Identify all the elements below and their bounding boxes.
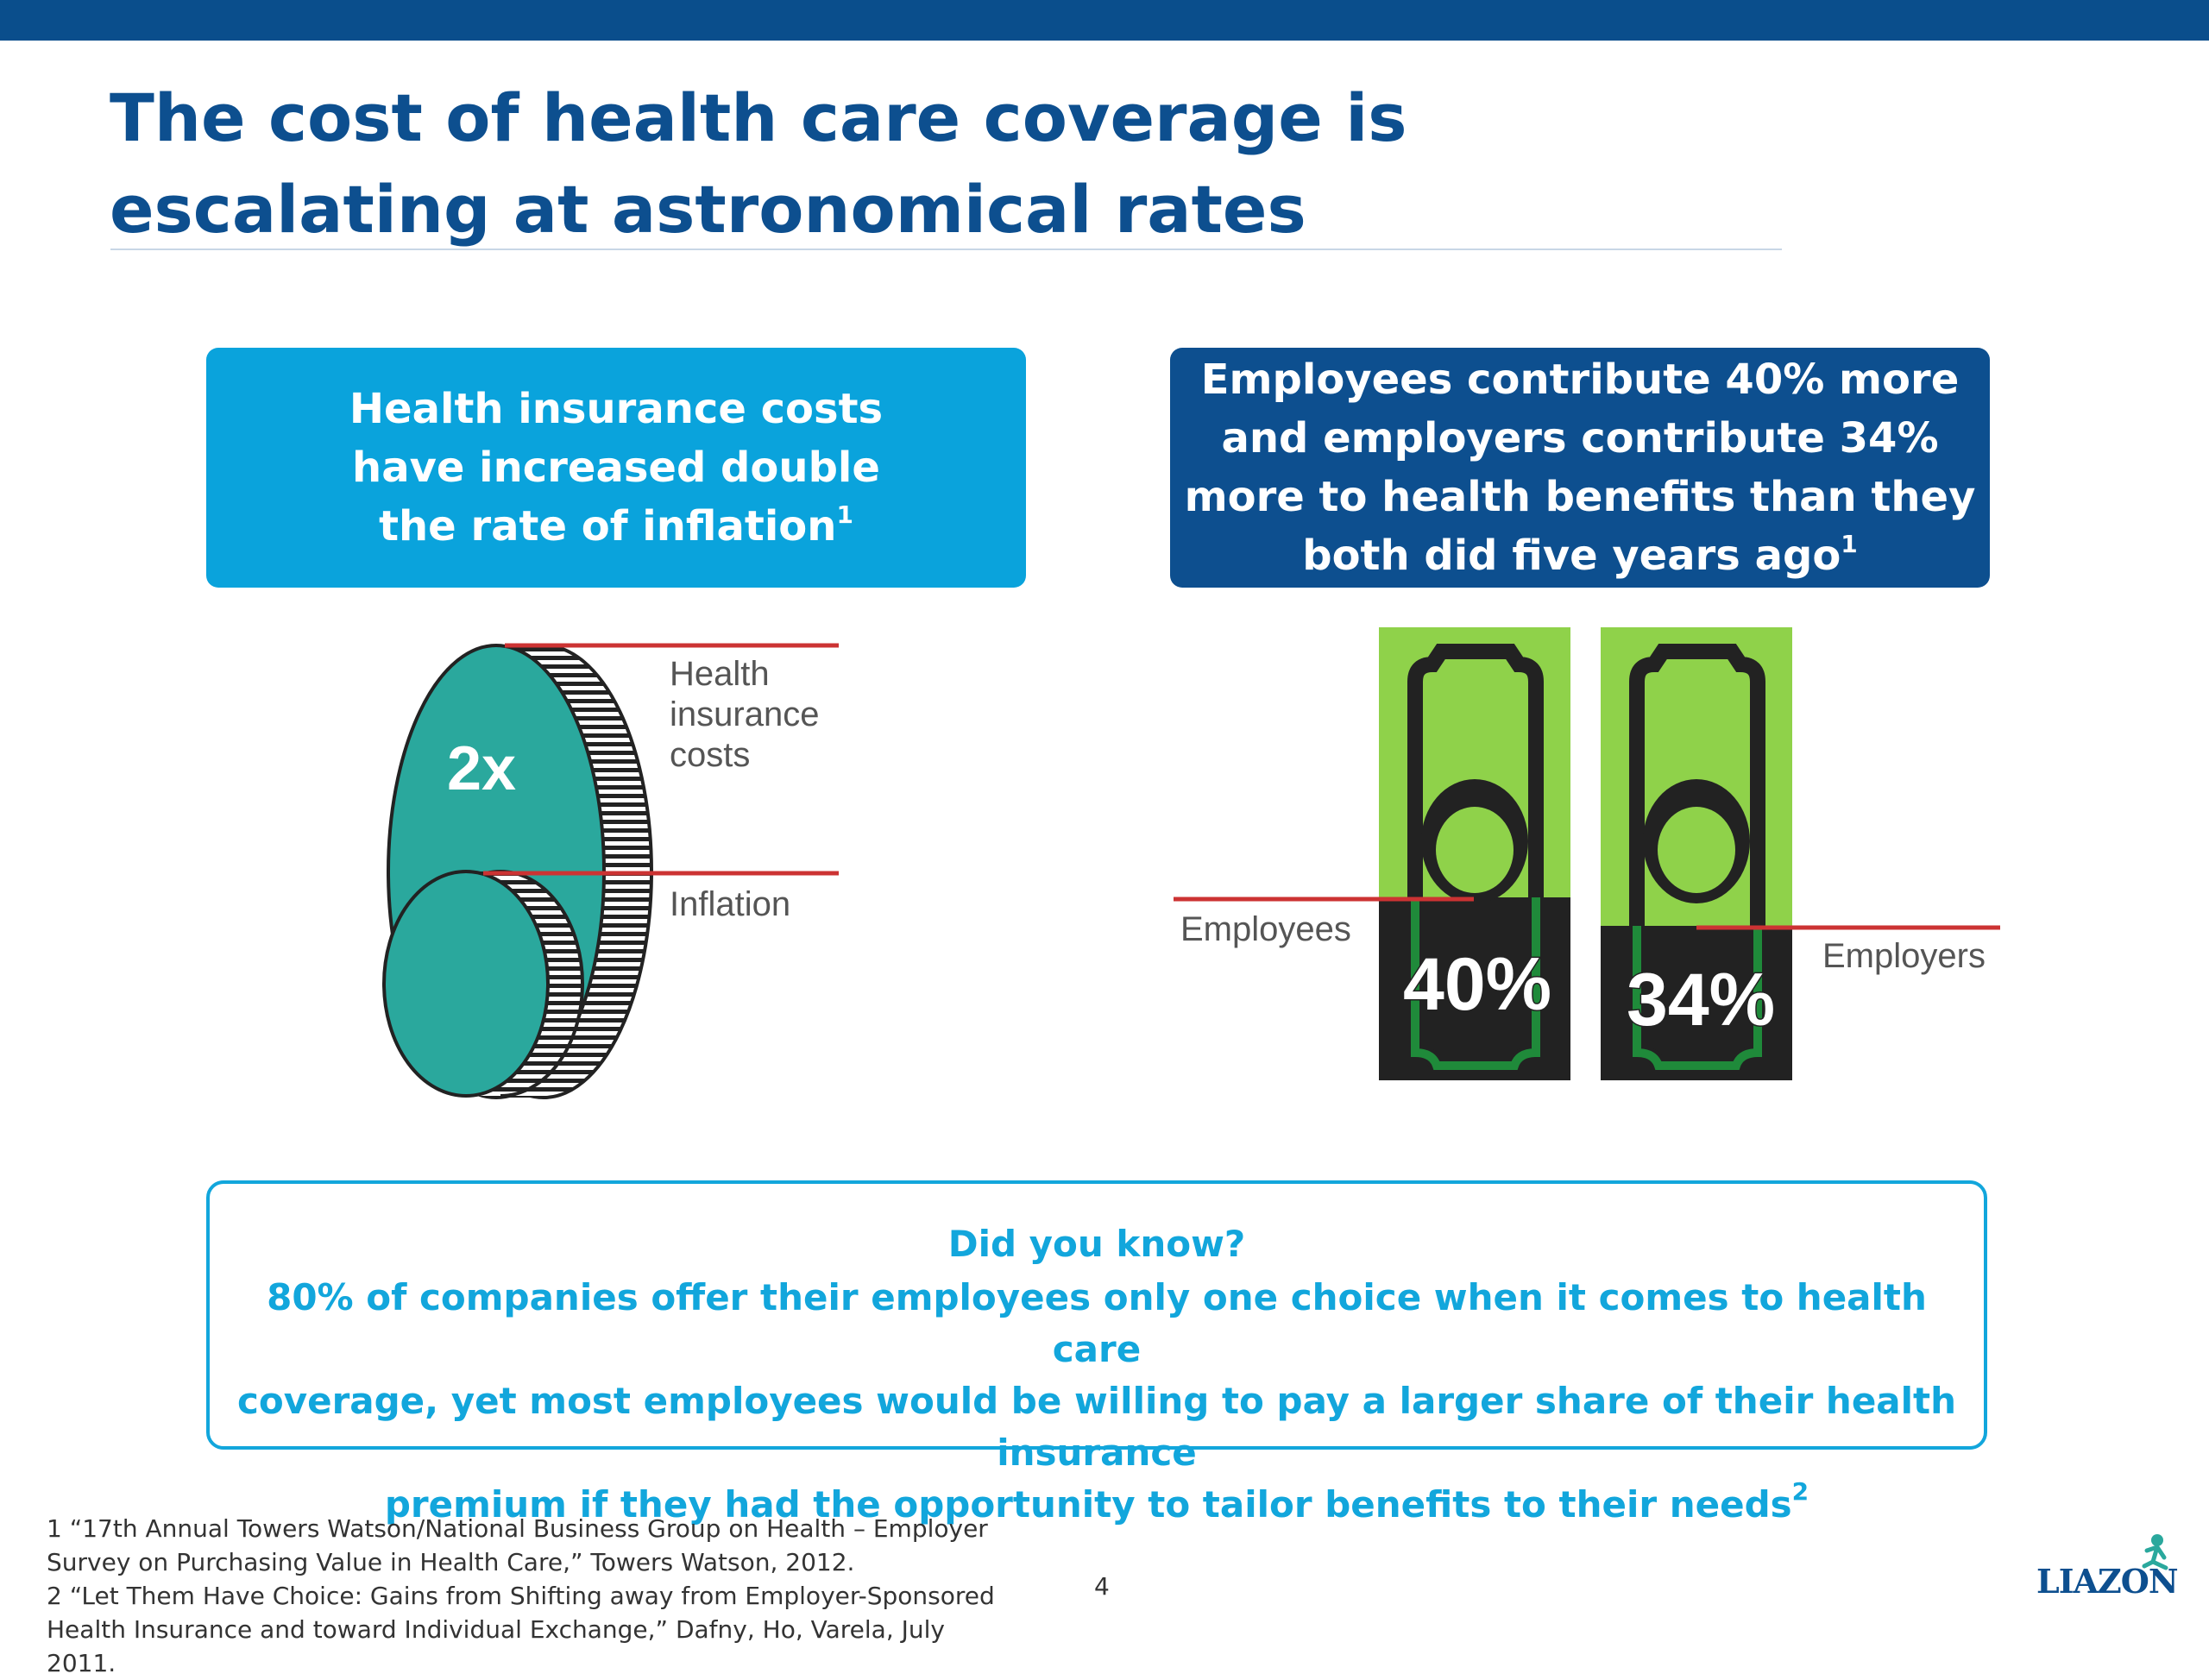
employers-bill-icon bbox=[1601, 627, 1792, 1080]
multiplier-label: 2x bbox=[447, 734, 516, 803]
footnote-ref: 1 bbox=[1841, 530, 1858, 558]
employees-pct: 40% bbox=[1403, 943, 1551, 1026]
inflation-callout-line-2: have increased double bbox=[352, 444, 880, 492]
health-costs-label-line-1: Health bbox=[670, 655, 770, 693]
footnote-ref: 2 bbox=[1791, 1477, 1809, 1506]
inflation-callout: Health insurance costs have increased do… bbox=[206, 348, 1026, 588]
contribution-callout-line-2: and employers contribute 34% bbox=[1221, 414, 1939, 462]
inflation-callout-line-3: the rate of inflation bbox=[379, 502, 837, 551]
small-coin-icon bbox=[382, 870, 584, 1098]
liazon-logo-text: LIAZON bbox=[2036, 1562, 2179, 1601]
footnotes: 1 “17th Annual Towers Watson/National Bu… bbox=[47, 1512, 1022, 1680]
employers-label: Employers bbox=[1822, 937, 1986, 975]
page-number: 4 bbox=[1094, 1572, 1110, 1601]
footnote-ref: 1 bbox=[836, 500, 853, 529]
contribution-callout-line-4: both did five years ago bbox=[1302, 532, 1841, 580]
footnote-line-4: Health Insurance and toward Individual E… bbox=[47, 1615, 945, 1677]
inflation-callout-line-1: Health insurance costs bbox=[349, 385, 884, 433]
footnote-line-1: 1 “17th Annual Towers Watson/National Bu… bbox=[47, 1514, 988, 1543]
did-you-know-box: Did you know? 80% of companies offer the… bbox=[206, 1180, 1987, 1526]
did-you-know-line-3: premium if they had the opportunity to t… bbox=[384, 1483, 1792, 1526]
health-costs-label-line-3: costs bbox=[670, 736, 751, 774]
health-costs-label: Health insurance costs bbox=[670, 654, 819, 776]
top-bar bbox=[0, 0, 2209, 41]
contribution-callout-line-1: Employees contribute 40% more bbox=[1200, 356, 1960, 404]
footnote-line-2: Survey on Purchasing Value in Health Car… bbox=[47, 1548, 855, 1576]
did-you-know-text: 80% of companies offer their employees o… bbox=[227, 1272, 1967, 1531]
contribution-callout: Employees contribute 40% more and employ… bbox=[1170, 348, 1990, 588]
slide-title: The cost of health care coverage is esca… bbox=[110, 79, 1407, 248]
title-divider bbox=[110, 249, 1782, 250]
did-you-know-title: Did you know? bbox=[947, 1223, 1246, 1265]
footnote-line-3: 2 “Let Them Have Choice: Gains from Shif… bbox=[47, 1582, 995, 1610]
did-you-know-line-1: 80% of companies offer their employees o… bbox=[267, 1276, 1927, 1370]
did-you-know-line-2: coverage, yet most employees would be wi… bbox=[236, 1380, 1957, 1474]
inflation-label: Inflation bbox=[670, 885, 791, 923]
employees-bill-icon bbox=[1379, 627, 1570, 1080]
contribution-callout-line-3: more to health benefits than they bbox=[1184, 473, 1976, 521]
liazon-logo-icon bbox=[2142, 1534, 2168, 1570]
employers-pct: 34% bbox=[1627, 959, 1775, 1041]
employees-label: Employees bbox=[1180, 910, 1351, 948]
health-costs-label-line-2: insurance bbox=[670, 695, 820, 733]
